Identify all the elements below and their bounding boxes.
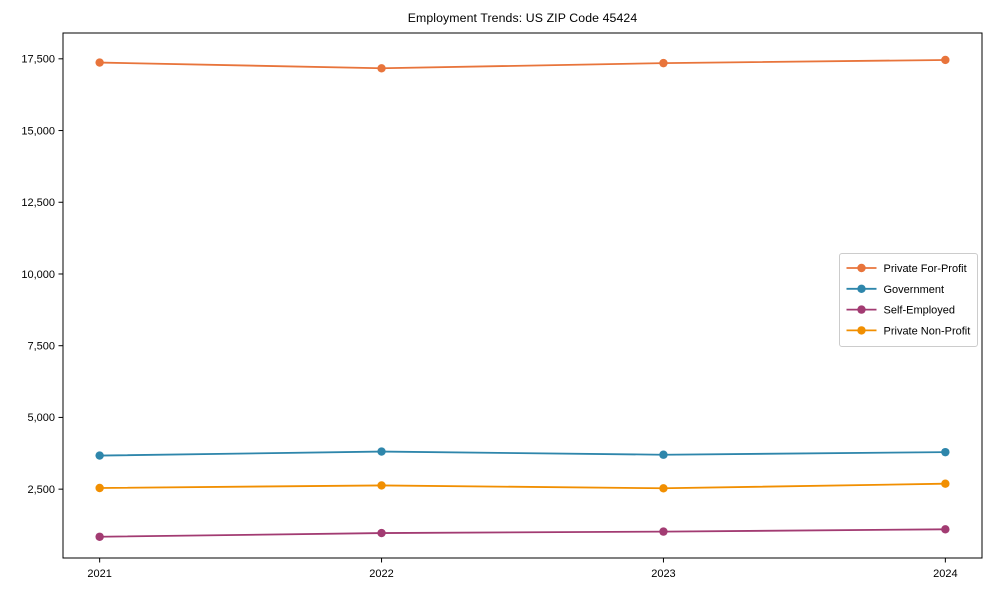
data-marker-self-employed [377, 528, 386, 538]
data-marker-private-for-profit [377, 64, 386, 73]
data-marker-government [659, 450, 668, 459]
data-marker-private-non-profit [95, 483, 104, 493]
legend-item-private-non-profit: Private Non-Profit [846, 325, 971, 337]
legend-box [839, 253, 978, 347]
legend-item-government: Government [846, 284, 945, 296]
data-marker-self-employed [941, 525, 950, 534]
legend-marker [857, 305, 866, 314]
x-axis-tick-label: 2022 [369, 568, 393, 580]
legend: Private For-Profit Government Self-Employe… [839, 253, 978, 347]
legend-label: Private For-Profit [884, 263, 967, 275]
y-axis-tick-label: 12,500 [21, 197, 55, 209]
line-series-self-employed [99, 528, 946, 538]
legend-marker [857, 263, 866, 273]
legend-marker [857, 326, 866, 335]
line-series-private-non-profit [99, 482, 946, 490]
data-marker-private-non-profit [377, 481, 386, 490]
y-axis-tick-label: 15,000 [21, 125, 55, 137]
data-marker-private-for-profit [659, 58, 668, 68]
legend-label: Private Non-Profit [884, 325, 971, 337]
line-series-government [99, 450, 946, 457]
chart-title: Employment Trends: US ZIP Code 45424 [407, 11, 638, 25]
legend-item-self-employed: Self-Employed [846, 305, 956, 317]
y-axis-tick-label: 7,500 [27, 341, 55, 353]
legend-marker [857, 284, 866, 293]
data-marker-private-non-profit [659, 484, 668, 493]
legend-label: Self-Employed [884, 305, 956, 317]
y-axis-tick-label: 5,000 [27, 412, 55, 424]
data-marker-government [941, 447, 950, 457]
x-axis-tick-label: 2024 [933, 568, 957, 580]
legend-label: Government [884, 284, 945, 296]
data-marker-private-for-profit [941, 55, 950, 65]
y-axis-tick-label: 10,000 [21, 269, 55, 281]
x-axis-tick-label: 2021 [87, 568, 111, 580]
data-marker-government [377, 447, 386, 456]
data-marker-private-non-profit [941, 479, 950, 488]
y-axis-tick-label: 17,500 [21, 54, 55, 66]
data-marker-government [95, 451, 104, 460]
data-marker-private-for-profit [95, 58, 104, 67]
data-marker-self-employed [95, 532, 104, 541]
x-axis-tick-label: 2023 [651, 568, 675, 580]
plot-border [62, 32, 983, 559]
line-series-private-for-profit [99, 59, 946, 70]
y-axis-tick-label: 2,500 [27, 484, 55, 496]
legend-item-private-for-profit: Private For-Profit [846, 263, 967, 275]
data-marker-self-employed [659, 527, 668, 536]
